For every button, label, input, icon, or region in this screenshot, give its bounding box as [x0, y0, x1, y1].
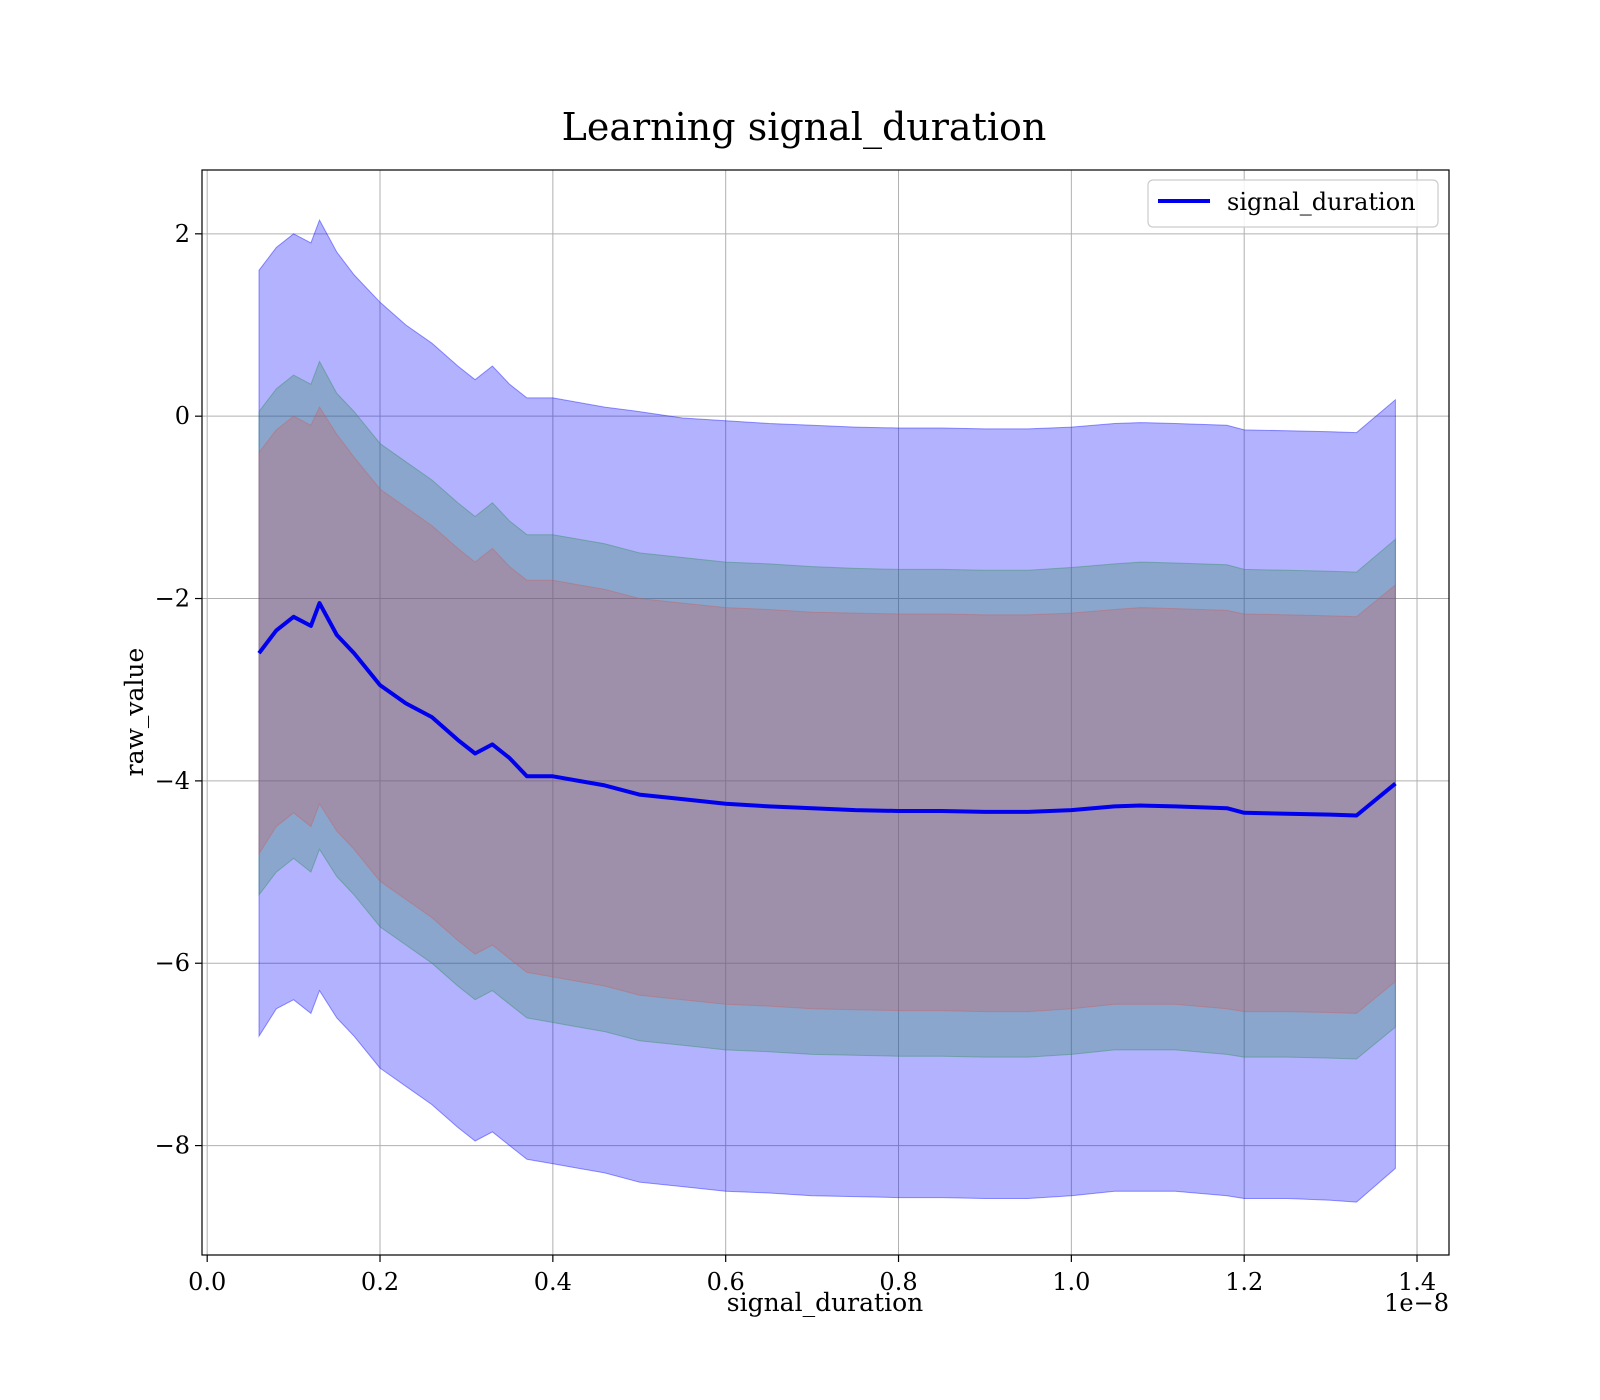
- y-tick-label: −4: [155, 767, 190, 795]
- legend-entry-signal-duration: signal_duration: [1227, 188, 1416, 216]
- plot-frame: [201, 169, 1450, 1256]
- x-tick-label: 0.0: [188, 1268, 226, 1296]
- y-tick-label: 0: [175, 402, 190, 430]
- x-axis-label: signal_duration: [727, 1288, 923, 1317]
- y-tick-label: 2: [175, 220, 190, 248]
- series-line-signal-duration: [257, 601, 1397, 818]
- y-tick-label: −2: [155, 585, 190, 613]
- band-middle: [258, 360, 1396, 1060]
- x-tick-label: 1.0: [1052, 1268, 1090, 1296]
- y-tick-label: −8: [155, 1132, 190, 1160]
- x-tick-label: 0.8: [879, 1268, 917, 1296]
- legend: signal_duration: [1147, 179, 1439, 228]
- legend-box: [1147, 179, 1439, 228]
- y-axis-label: raw_value: [120, 648, 149, 777]
- mean-line-layer: [257, 601, 1397, 818]
- y-tick-label: −6: [155, 949, 190, 977]
- x-tick-label: 0.4: [534, 1268, 572, 1296]
- grid-lines: [202, 170, 1449, 1255]
- confidence-bands: [258, 218, 1396, 1203]
- chart-title: Learning signal_duration: [562, 105, 1047, 150]
- y-axis-ticks: 2 0 −2 −4 −6 −8: [155, 220, 202, 1160]
- x-axis-ticks: 0.0 0.2 0.4 0.6 0.8 1.0 1.2 1.4: [188, 1255, 1436, 1296]
- x-tick-label: 1.4: [1398, 1268, 1436, 1296]
- band-inner: [258, 406, 1396, 1014]
- x-axis-offset-label: 1e−8: [1384, 1289, 1449, 1317]
- x-tick-label: 1.2: [1225, 1268, 1263, 1296]
- x-tick-label: 0.6: [707, 1268, 745, 1296]
- band-outer: [258, 218, 1396, 1203]
- x-tick-label: 0.2: [361, 1268, 399, 1296]
